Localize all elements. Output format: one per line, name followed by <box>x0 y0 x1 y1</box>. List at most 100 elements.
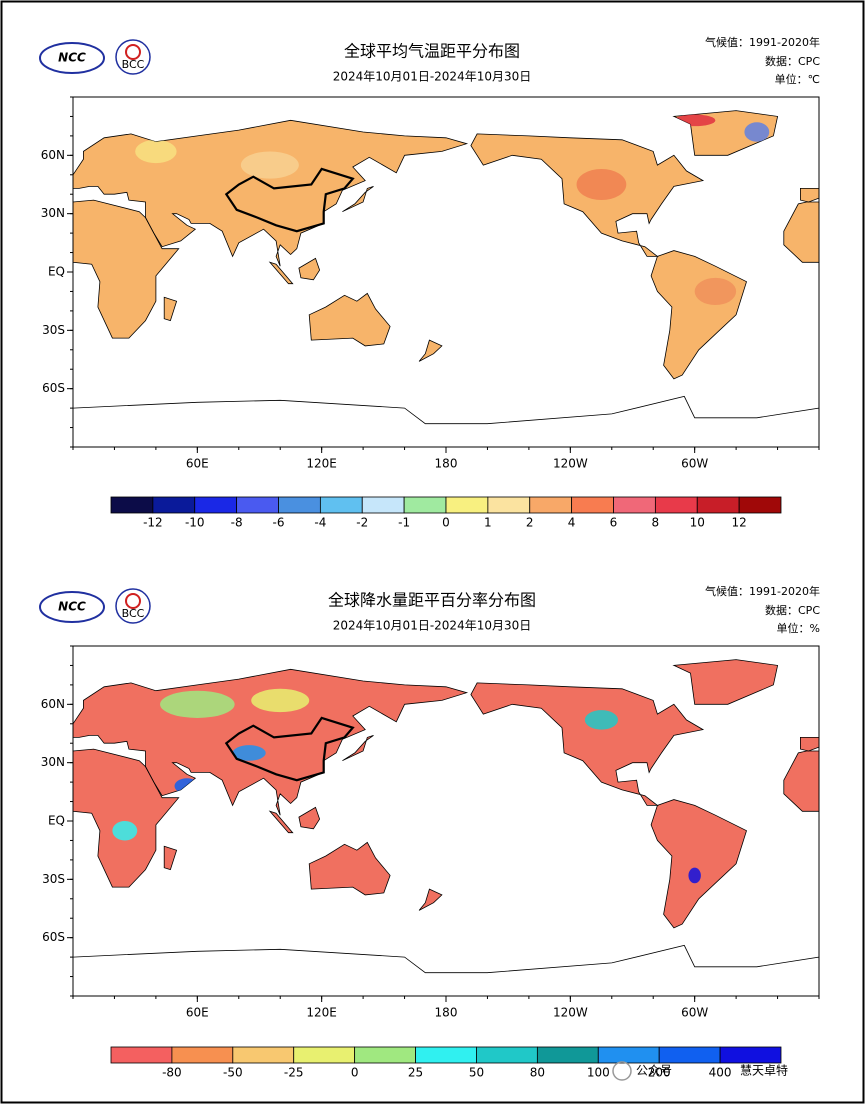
colorbar-label: -4 <box>314 516 326 530</box>
land-shape <box>73 200 179 339</box>
coastline <box>650 799 747 929</box>
colorbar-swatch <box>654 496 698 514</box>
lat-label: 30S <box>42 872 65 886</box>
land-shape <box>298 258 320 280</box>
colorbar-swatch <box>171 1046 234 1064</box>
land-shape <box>269 811 293 833</box>
lat-label: 30N <box>41 206 65 220</box>
watermark-text: 公众号 <box>636 1064 672 1078</box>
coastline <box>672 659 779 705</box>
land-shape <box>419 889 442 911</box>
map-subtitle: 2024年10月01日-2024年10月30日 <box>333 619 532 633</box>
colorbar-swatch <box>487 496 531 514</box>
colorbar-label: -12 <box>143 516 163 530</box>
colorbar-label: 10 <box>690 516 705 530</box>
colorbar-swatch <box>696 496 740 514</box>
land-shape <box>309 293 391 346</box>
watermark-text: 慧天卓特 <box>740 1063 788 1078</box>
colorbar-label: -6 <box>273 516 285 530</box>
logo-bcc-text: BCC <box>122 58 145 71</box>
colorbar-swatch <box>194 496 238 514</box>
colorbar-label: -1 <box>398 516 410 530</box>
coastline <box>342 186 374 213</box>
colorbar-swatch <box>529 496 573 514</box>
anomaly-patch <box>694 277 737 306</box>
land-shape <box>73 749 179 888</box>
colorbar-label: 100 <box>587 1066 610 1080</box>
colorbar-swatch <box>236 496 279 514</box>
colorbar-swatch <box>110 496 154 514</box>
coastline <box>268 810 294 834</box>
logo-bcc-text: BCC <box>122 607 145 620</box>
colorbar-swatch <box>293 1046 356 1064</box>
colorbar-label: 0 <box>351 1066 359 1080</box>
coastline <box>308 841 391 896</box>
colorbar-swatch <box>658 1046 721 1064</box>
lat-label: 60S <box>42 381 65 395</box>
colorbar-label: -25 <box>284 1066 304 1080</box>
land-shape <box>269 262 293 284</box>
lon-label: 60W <box>681 1006 708 1020</box>
colorbar-label: 4 <box>568 516 576 530</box>
colorbar-swatch <box>152 496 196 514</box>
coastline <box>783 750 820 812</box>
land-shape <box>470 682 703 806</box>
logo-bcc <box>115 39 151 75</box>
colorbar-label: 6 <box>610 516 618 530</box>
coastline <box>72 748 180 888</box>
lon-label: 60E <box>186 457 209 471</box>
colorbar-label: 2 <box>526 516 534 530</box>
colorbar-label: 50 <box>469 1066 484 1080</box>
colorbar-swatch <box>738 496 782 514</box>
colorbar-label: 8 <box>652 516 660 530</box>
colorbar-label: 0 <box>442 516 450 530</box>
unit-note: 单位：℃ <box>775 72 820 86</box>
land-shape <box>783 751 819 812</box>
colorbar-swatch <box>613 496 656 514</box>
map-subtitle: 2024年10月01日-2024年10月30日 <box>333 70 532 84</box>
lon-label: 120W <box>553 1006 588 1020</box>
colorbar-swatch <box>278 496 321 514</box>
colorbar-label: 1 <box>484 516 492 530</box>
colorbar-swatch <box>232 1046 295 1064</box>
lat-label: 60N <box>41 148 65 162</box>
coastline <box>783 201 820 263</box>
coastline <box>72 119 469 267</box>
coastline <box>672 110 779 156</box>
lon-label: 120E <box>306 1006 337 1020</box>
source-note: 数据：CPC <box>765 603 820 617</box>
map-title: 全球平均气温距平分布图 <box>344 42 520 61</box>
colorbar-swatch <box>445 496 489 514</box>
anomaly-patch <box>232 745 266 761</box>
watermark-icon <box>612 1061 632 1081</box>
anomaly-patch <box>584 710 618 730</box>
colorbar-label: -8 <box>231 516 243 530</box>
anomaly-patch <box>160 690 235 718</box>
anomaly-patch <box>135 139 177 164</box>
land-shape <box>419 340 442 362</box>
colorbar-label: 200 <box>648 1066 671 1080</box>
lat-label: 60N <box>41 697 65 711</box>
colorbar-swatch <box>354 1046 416 1064</box>
anomaly-patch <box>744 122 770 142</box>
logo-ncc-text: NCC <box>58 600 86 614</box>
colorbar-swatch <box>403 496 447 514</box>
lat-label: 60S <box>42 930 65 944</box>
china-border <box>224 716 355 782</box>
land-shape <box>673 659 778 705</box>
land-shape <box>164 297 177 321</box>
lon-label: 180 <box>435 457 458 471</box>
land-shape <box>800 737 819 751</box>
land-shape <box>164 846 177 870</box>
colorbar-swatch <box>536 1046 599 1064</box>
coastline <box>298 806 321 830</box>
coastline <box>342 735 374 762</box>
unit-note: 单位：% <box>777 621 820 635</box>
logo-ncc <box>39 591 105 623</box>
colorbar-label: -50 <box>223 1066 243 1080</box>
logo-bcc <box>115 588 151 624</box>
climate-note: 气候值：1991-2020年 <box>705 584 820 598</box>
lat-label: EQ <box>48 814 65 828</box>
